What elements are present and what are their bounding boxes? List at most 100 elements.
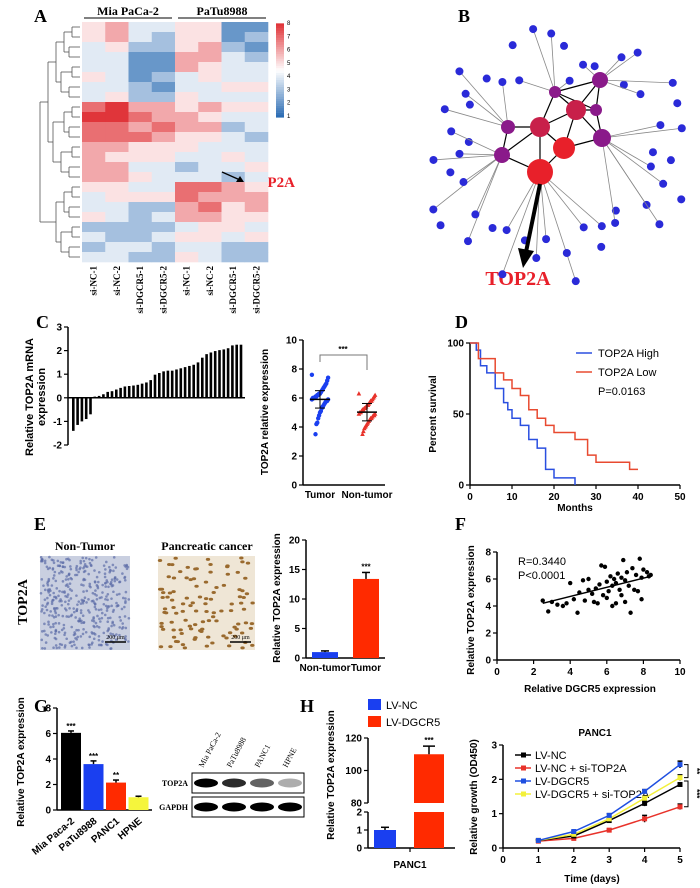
h1-significance: *** xyxy=(424,736,434,745)
blot-band xyxy=(194,778,218,788)
network-leaf-node xyxy=(677,195,686,204)
colorbar-tick-label: 1 xyxy=(287,114,291,120)
ihc-stained-cell xyxy=(167,591,173,595)
network-leaf-node xyxy=(636,90,645,99)
ihc-nucleus xyxy=(112,556,116,559)
heatmap-cell xyxy=(244,232,269,243)
d-x-tick-label: 0 xyxy=(467,492,473,503)
heatmap-cell xyxy=(128,102,153,113)
ihc-nucleus xyxy=(100,596,103,599)
ihc-nucleus xyxy=(42,584,45,587)
ihc-stained-cell xyxy=(221,583,227,587)
heatmap-cell xyxy=(128,32,153,43)
c1-bar xyxy=(218,350,221,398)
c1-y-tick-label: -1 xyxy=(53,417,62,428)
heatmap-cell xyxy=(221,52,246,63)
g-y-tick-label: 8 xyxy=(45,704,51,715)
colorbar-segment xyxy=(276,49,284,52)
ihc-nucleus xyxy=(100,616,104,620)
h2-x-tick-label: 1 xyxy=(536,855,542,866)
h2-point xyxy=(606,827,612,833)
h2-legend-marker xyxy=(521,752,526,758)
h1-y-tick-label: 80 xyxy=(351,799,363,810)
ihc-stained-cell xyxy=(244,592,250,596)
ihc-stained-cell xyxy=(225,572,231,576)
f-point xyxy=(610,603,615,609)
ihc-nucleus xyxy=(92,637,96,641)
ihc-nucleus xyxy=(125,567,129,571)
heatmap-cell xyxy=(151,232,176,243)
ihc-nucleus xyxy=(110,578,114,581)
heatmap-cell xyxy=(82,132,106,143)
f-x-tick-label: 10 xyxy=(674,667,686,678)
heatmap-cell xyxy=(175,242,199,253)
heatmap-cell xyxy=(244,62,269,73)
ihc-stained-cell xyxy=(210,641,215,645)
heatmap-cell xyxy=(105,182,129,193)
ihc-stained-cell xyxy=(200,620,206,624)
f-y-tick-label: 4 xyxy=(485,602,491,613)
c2-y-tick-label: 8 xyxy=(291,365,297,376)
ihc-nucleus xyxy=(82,578,85,582)
h1-ylabel: Relative TOP2A expression xyxy=(326,710,337,840)
heatmap-cell xyxy=(221,132,246,143)
ihc-nucleus xyxy=(64,594,67,598)
ihc-nucleus xyxy=(85,601,88,604)
blot-frame xyxy=(191,796,305,818)
ihc-nucleus xyxy=(105,560,108,564)
c1-bar xyxy=(97,395,101,398)
ihc-stained-cell xyxy=(179,631,184,635)
heatmap-cell xyxy=(175,192,199,203)
heatmap-cell xyxy=(198,212,222,223)
ihc-nucleus xyxy=(63,633,66,637)
heatmap-cell xyxy=(105,82,129,93)
c1-bar xyxy=(175,369,178,398)
f-point xyxy=(621,557,626,563)
ihc-nucleus xyxy=(45,565,49,569)
c2-significance-bracket xyxy=(319,354,368,370)
ihc-nucleus xyxy=(52,646,55,650)
network-leaf-node xyxy=(455,67,464,76)
ihc-nucleus xyxy=(52,561,56,565)
network-edge xyxy=(532,28,556,93)
heatmap-cell xyxy=(175,72,199,83)
colorbar-segment xyxy=(276,60,284,64)
network-leaf-node xyxy=(579,223,588,232)
f-point xyxy=(582,598,588,603)
panel-label-c: C xyxy=(36,312,49,332)
c1-bar xyxy=(110,391,114,398)
ihc-nucleus xyxy=(61,565,65,569)
heatmap-cell xyxy=(175,232,199,243)
ihc-nucleus xyxy=(90,619,94,622)
ihc-nucleus xyxy=(124,601,127,605)
c1-bar xyxy=(179,368,183,398)
heatmap-cell xyxy=(198,232,222,243)
ihc-nucleus xyxy=(95,584,99,587)
f-point xyxy=(619,593,624,598)
ihc-nucleus xyxy=(47,588,50,592)
ihc-nucleus xyxy=(65,575,68,578)
c1-bar xyxy=(149,380,152,398)
d-y-tick-label: 50 xyxy=(453,410,465,421)
h1-legend-swatch xyxy=(368,716,381,727)
c1-bar xyxy=(166,370,170,398)
g-bar xyxy=(128,797,149,810)
ihc-nucleus xyxy=(43,629,46,633)
ihc-nucleus xyxy=(41,604,44,607)
ihc-stained-cell xyxy=(171,590,176,594)
heatmap-cell xyxy=(221,192,246,203)
ihc-stained-cell xyxy=(174,611,179,615)
ihc-nucleus xyxy=(54,637,58,641)
colorbar-segment xyxy=(276,42,284,45)
network-leaf-node xyxy=(446,168,455,177)
heatmap-cell xyxy=(82,32,106,43)
ihc-nucleus xyxy=(63,646,67,649)
ihc-nucleus xyxy=(49,625,52,629)
ihc-nucleus xyxy=(95,597,99,601)
colorbar-tick-label: 4 xyxy=(287,74,291,80)
d-survival-curve xyxy=(470,342,638,471)
ihc-nucleus xyxy=(121,572,124,575)
ihc-nucleus xyxy=(59,598,62,601)
f-point xyxy=(560,603,566,609)
f-point xyxy=(540,598,545,603)
